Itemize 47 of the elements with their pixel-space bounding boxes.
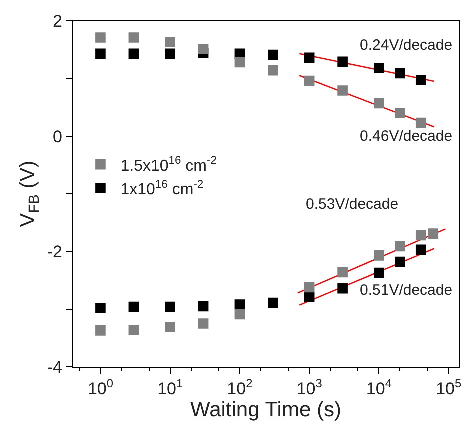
point [198, 301, 209, 312]
x-tick-label: 10$^{5}$ [436, 376, 462, 398]
point [96, 326, 106, 336]
point [374, 268, 384, 278]
point [268, 50, 278, 60]
point [268, 65, 278, 76]
point [165, 48, 176, 60]
legend-label: 1.5x10$^{16}$ cm$^{-2}$ [120, 155, 217, 175]
y-tick-label: -2 [47, 242, 62, 262]
point [374, 63, 384, 74]
point [374, 98, 384, 109]
y-tick-label: 0 [53, 127, 62, 146]
point [304, 52, 315, 64]
point [165, 302, 176, 312]
point [128, 32, 140, 43]
point [165, 37, 176, 48]
point [96, 48, 106, 60]
x-tick-label: 10$^{4}$ [366, 376, 392, 398]
y-tick-label: -4 [47, 358, 62, 377]
x-tick-label: 10$^{2}$ [227, 376, 254, 398]
point [128, 48, 140, 60]
point [268, 298, 278, 308]
point [338, 283, 348, 294]
annotation: 0.46V/decade [360, 128, 453, 145]
x-axis-title: Waiting Time (s) [190, 398, 342, 422]
annotation: 0.53V/decade [306, 196, 399, 213]
x-tick-label: 10$^{0}$ [88, 376, 114, 398]
point [128, 324, 140, 336]
x-tick-label: 10$^{1}$ [158, 376, 184, 398]
point [234, 57, 246, 68]
point [96, 303, 106, 314]
annotation: 0.51V/decade [360, 282, 453, 299]
x-tick-label: 10$^{3}$ [296, 376, 323, 398]
point [128, 302, 140, 312]
annotation: 0.24V/decade [360, 37, 453, 54]
y-tick-label: 2 [53, 12, 62, 31]
point [338, 86, 348, 96]
point [96, 32, 106, 43]
point [304, 76, 315, 86]
point [198, 318, 209, 329]
point [234, 300, 246, 310]
point [304, 292, 315, 302]
legend-label: 1x10$^{16}$ cm$^{-2}$ [120, 178, 204, 199]
point [234, 309, 246, 320]
point [198, 44, 209, 54]
point [338, 56, 348, 68]
point [165, 322, 176, 332]
